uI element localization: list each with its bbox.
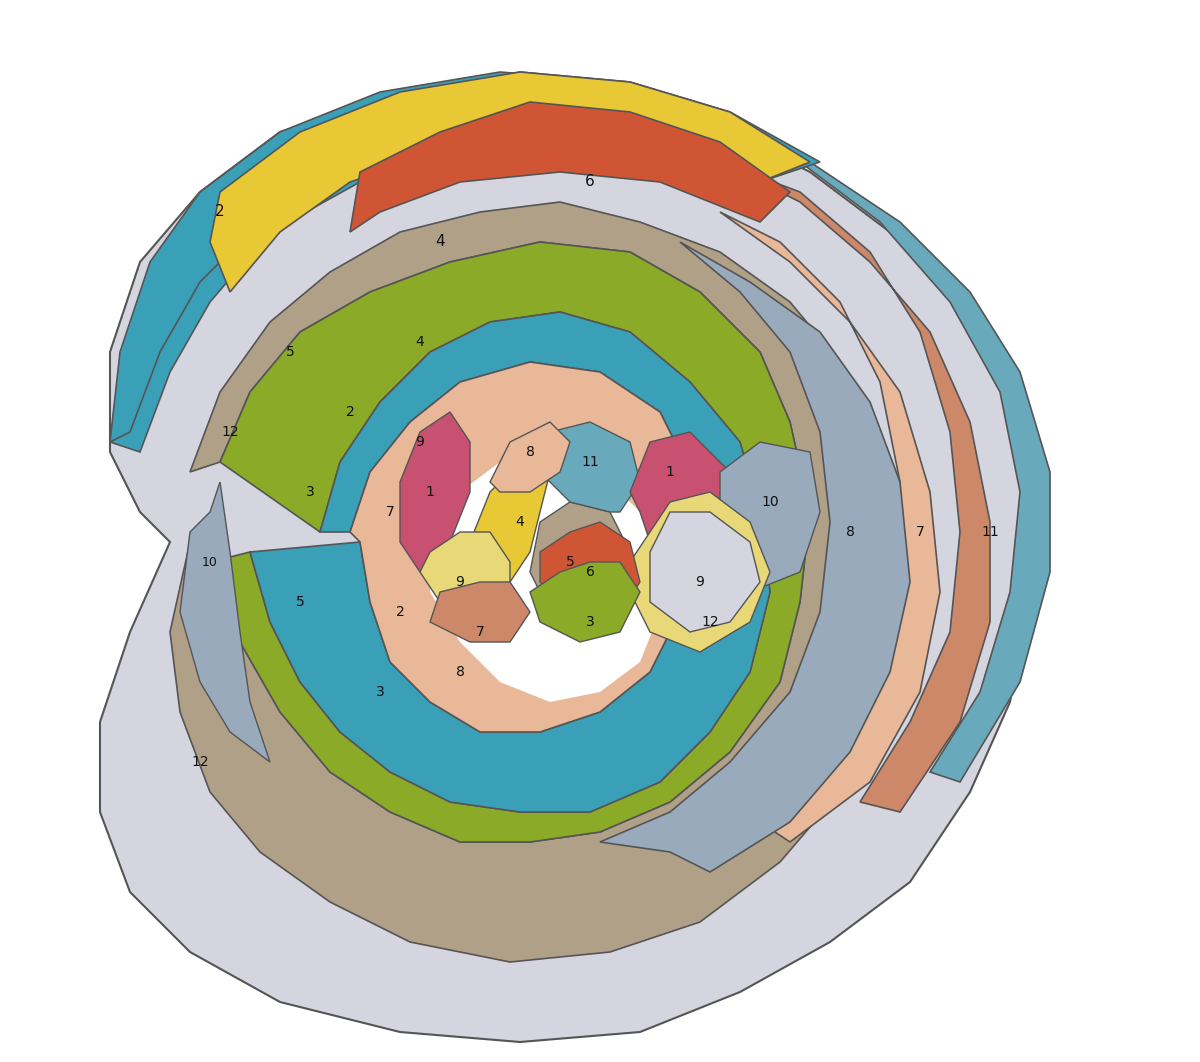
Text: 4: 4 xyxy=(516,515,524,529)
Text: 2: 2 xyxy=(215,205,224,220)
Polygon shape xyxy=(110,72,820,452)
Text: 8: 8 xyxy=(526,445,534,459)
Text: 10: 10 xyxy=(202,555,218,568)
Text: 9: 9 xyxy=(456,575,464,589)
Text: 8: 8 xyxy=(846,525,854,539)
Text: 9: 9 xyxy=(696,575,704,589)
Text: 5: 5 xyxy=(565,555,575,569)
Text: 10: 10 xyxy=(761,495,779,509)
Polygon shape xyxy=(530,562,640,643)
Text: 3: 3 xyxy=(586,615,594,629)
Polygon shape xyxy=(630,492,770,652)
Polygon shape xyxy=(420,532,510,622)
Text: 2: 2 xyxy=(346,405,354,419)
Polygon shape xyxy=(720,212,940,842)
Text: 3: 3 xyxy=(306,485,314,499)
Polygon shape xyxy=(180,482,270,763)
Text: 5: 5 xyxy=(286,345,294,359)
Text: 8: 8 xyxy=(456,665,464,679)
Text: 3: 3 xyxy=(376,685,384,699)
Polygon shape xyxy=(350,102,790,232)
Polygon shape xyxy=(430,582,530,643)
Polygon shape xyxy=(210,242,810,842)
Polygon shape xyxy=(720,442,820,592)
Polygon shape xyxy=(430,452,660,702)
Text: 4: 4 xyxy=(415,335,425,349)
Text: 2: 2 xyxy=(396,605,404,619)
Polygon shape xyxy=(470,462,550,582)
Text: 11: 11 xyxy=(982,525,998,539)
Polygon shape xyxy=(100,82,1030,1042)
Text: 7: 7 xyxy=(385,506,395,519)
Text: 9: 9 xyxy=(415,435,425,449)
Text: 12: 12 xyxy=(221,425,239,439)
Polygon shape xyxy=(170,202,900,962)
Polygon shape xyxy=(250,312,770,812)
Polygon shape xyxy=(350,362,700,732)
Polygon shape xyxy=(490,422,570,492)
Polygon shape xyxy=(630,432,730,552)
Polygon shape xyxy=(710,112,1050,782)
Text: 4: 4 xyxy=(436,235,445,250)
Text: 12: 12 xyxy=(701,615,719,629)
Text: 6: 6 xyxy=(586,565,594,579)
Text: 11: 11 xyxy=(581,455,599,469)
Polygon shape xyxy=(400,412,470,572)
Polygon shape xyxy=(600,242,910,872)
Text: 12: 12 xyxy=(191,755,209,769)
Polygon shape xyxy=(110,72,720,442)
Polygon shape xyxy=(540,523,640,612)
Text: 1: 1 xyxy=(426,485,434,499)
Text: 7: 7 xyxy=(916,525,924,539)
Polygon shape xyxy=(650,512,760,632)
Polygon shape xyxy=(210,72,810,292)
Text: 1: 1 xyxy=(666,465,674,479)
Text: 7: 7 xyxy=(475,626,485,639)
Polygon shape xyxy=(530,502,630,612)
Polygon shape xyxy=(720,162,990,812)
Text: 5: 5 xyxy=(295,595,305,609)
Polygon shape xyxy=(540,422,640,512)
Text: 6: 6 xyxy=(586,174,595,189)
